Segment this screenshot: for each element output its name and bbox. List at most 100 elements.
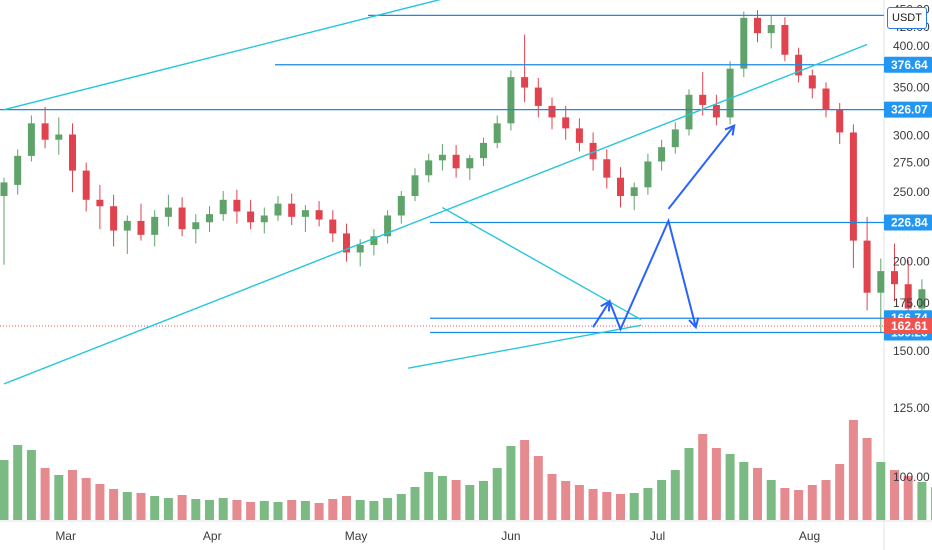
volume-bar — [54, 475, 64, 520]
candle-body — [685, 94, 693, 130]
candle-body — [754, 17, 761, 34]
candle-body — [493, 123, 501, 143]
volume-bar — [574, 485, 584, 520]
candlesticks — [0, 10, 926, 334]
volume-bar — [533, 456, 543, 520]
candle-body — [699, 94, 707, 105]
candle-body — [644, 161, 652, 188]
volume-bar — [273, 502, 283, 520]
volume-bar — [150, 496, 160, 520]
volume-bar — [396, 494, 406, 520]
volume-bar — [561, 481, 571, 520]
candle-body — [397, 196, 405, 216]
volume-bar — [26, 450, 36, 520]
price-tick-label: 200.00 — [893, 255, 930, 269]
candle-body — [507, 77, 515, 124]
volume-bar — [711, 448, 721, 520]
volume-bar — [355, 500, 365, 520]
volume-bar — [616, 494, 625, 520]
volume-bar — [369, 501, 379, 520]
candle-body — [247, 211, 255, 223]
volume-bar — [437, 476, 447, 520]
volume-bar — [479, 481, 488, 520]
candle-body — [151, 216, 159, 235]
candle-body — [712, 104, 720, 118]
candle-body — [370, 236, 378, 245]
candle-body — [55, 134, 63, 140]
volume-bar — [383, 498, 393, 520]
candle-body — [411, 175, 419, 197]
volume-bar — [917, 482, 927, 520]
candle-body — [877, 271, 885, 293]
candle-body — [96, 199, 104, 207]
level-tag-bg — [884, 214, 932, 231]
level-tag: 326.07 — [891, 103, 928, 117]
candle-body — [14, 155, 22, 185]
volume-bar — [766, 480, 776, 520]
volume-bar — [890, 470, 899, 520]
candle-body — [110, 206, 118, 231]
volume-bar — [410, 487, 420, 520]
candle-body — [438, 154, 446, 161]
volume-bars — [0, 420, 932, 520]
candle-body — [219, 199, 227, 215]
arrow-head-up — [724, 123, 736, 136]
arrow-head-small — [600, 299, 611, 312]
volume-bar — [807, 485, 817, 520]
candle-body — [69, 134, 76, 171]
volume-bar — [177, 495, 187, 520]
time-axis[interactable]: Mar Apr May Jun Jul Aug — [55, 529, 820, 543]
candle-body — [206, 214, 213, 223]
candle-body — [904, 284, 912, 309]
price-axis[interactable]: 100.00125.00150.00175.00200.00225.00250.… — [884, 2, 932, 484]
candle-body — [164, 207, 172, 217]
candle-body — [137, 220, 145, 235]
level-tag: 226.84 — [891, 215, 928, 229]
volume-bar — [95, 484, 105, 520]
candle-body — [0, 182, 8, 197]
volume-bar — [657, 480, 667, 520]
volume-bar — [629, 493, 639, 520]
price-tick-label: 100.00 — [893, 470, 930, 484]
candle-body — [822, 88, 830, 110]
triangle-lower-trendline — [408, 324, 642, 369]
channel-upper-trendline — [3, 0, 442, 111]
volume-bar — [109, 489, 119, 520]
volume-bar — [698, 434, 708, 520]
level-tag-bg — [884, 101, 932, 118]
price-tick-label: 300.00 — [893, 129, 930, 143]
volume-bar — [136, 493, 146, 520]
channel-lower-trendline — [3, 43, 868, 385]
candle-body — [27, 123, 35, 156]
volume-bar — [287, 500, 297, 520]
candle-body — [671, 129, 679, 148]
volume-bar — [205, 500, 214, 520]
candle-body — [726, 68, 734, 118]
candle-body — [836, 109, 844, 133]
time-tick-label: Aug — [799, 529, 820, 543]
candle-body — [452, 154, 460, 169]
candle-body — [41, 123, 49, 140]
volume-bar — [68, 470, 77, 520]
candle-body — [192, 222, 200, 230]
volume-bar — [835, 464, 845, 520]
candle-body — [562, 117, 570, 129]
volume-bar — [492, 468, 502, 520]
volume-bar — [451, 480, 461, 520]
candle-body — [603, 159, 611, 178]
volume-bar — [342, 496, 351, 520]
candle-body — [178, 207, 186, 230]
candle-body — [480, 142, 487, 159]
currency-button[interactable]: USDT — [887, 7, 927, 29]
candle-body — [575, 128, 583, 143]
candle-body — [863, 240, 871, 293]
candle-body — [274, 203, 282, 216]
volume-bar — [300, 501, 310, 520]
volume-bar — [81, 478, 91, 520]
volume-bar — [862, 438, 872, 520]
candle-body — [343, 233, 350, 253]
volume-bar — [753, 468, 762, 520]
candle-body — [534, 87, 542, 106]
